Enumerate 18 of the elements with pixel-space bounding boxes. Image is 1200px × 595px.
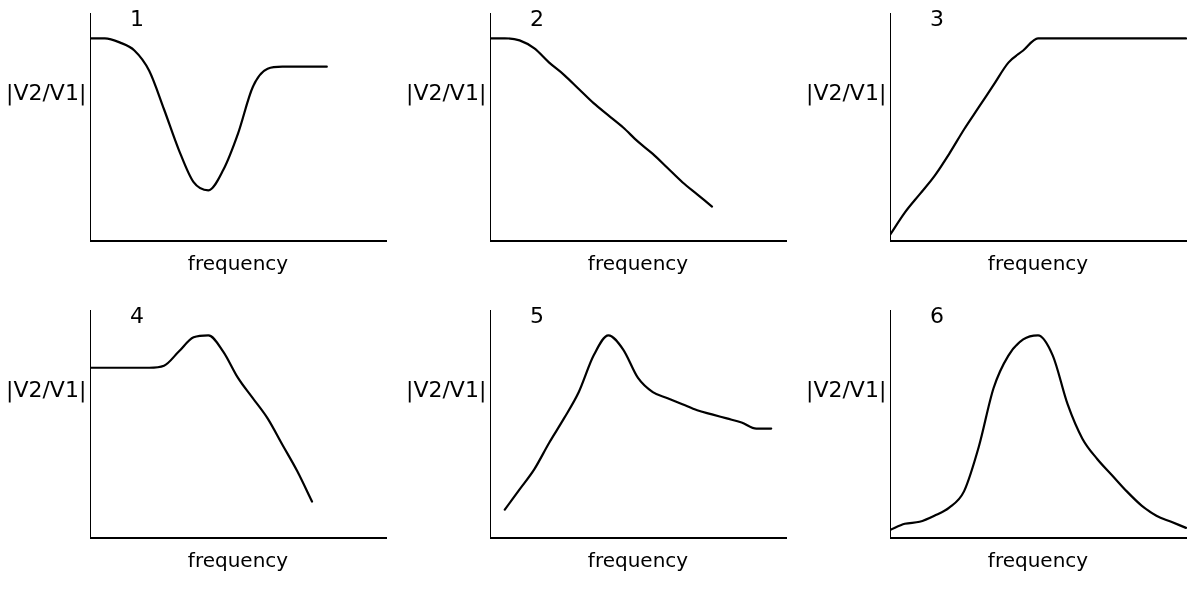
- chart-title: 3: [930, 6, 944, 31]
- x-axis-title: frequency: [187, 251, 289, 276]
- chart-title: 5: [530, 303, 544, 328]
- x-axis-title: frequency: [587, 548, 689, 573]
- y-axis-title: |V2/V1|: [406, 80, 487, 105]
- x-axis-title: frequency: [187, 548, 289, 573]
- y-axis-title: |V2/V1|: [6, 377, 87, 402]
- y-axis-title: |V2/V1|: [806, 80, 887, 105]
- x-axis-title: frequency: [987, 251, 1089, 276]
- y-axis-title: |V2/V1|: [6, 80, 87, 105]
- chart-title: 4: [130, 303, 144, 328]
- chart-title: 1: [130, 6, 144, 31]
- y-axis-title: |V2/V1|: [806, 377, 887, 402]
- x-axis-title: frequency: [987, 548, 1089, 573]
- x-axis-title: frequency: [587, 251, 689, 276]
- chart-title: 6: [930, 303, 944, 328]
- chart-title: 2: [530, 6, 544, 31]
- y-axis-title: |V2/V1|: [406, 377, 487, 402]
